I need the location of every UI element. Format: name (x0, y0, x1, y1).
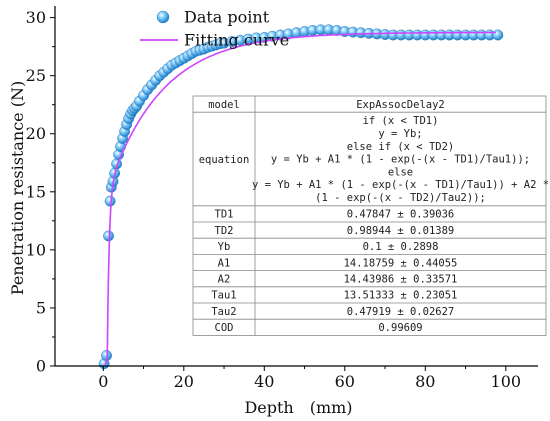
table-value-a2: 14.43986 ± 0.33571 (344, 274, 458, 286)
x-tick-label: 20 (174, 372, 194, 391)
legend-data-point-label: Data point (184, 8, 270, 27)
table-value-equation: else (388, 166, 413, 178)
table-key-equation: equation (199, 154, 250, 166)
legend: Data point Fitting curve (140, 8, 289, 50)
y-tick-label: 30 (26, 8, 46, 27)
table-value-equation: y = Yb + A1 * (1 - exp(-(x - TD1)/Tau1))… (271, 154, 530, 166)
x-tick-label: 100 (491, 372, 522, 391)
x-tick-label: 60 (335, 372, 355, 391)
y-tick-label: 15 (26, 182, 46, 201)
table-value-tau2: 0.47919 ± 0.02627 (347, 306, 454, 318)
data-point (104, 195, 116, 207)
table-value-equation: if (x < TD1) (363, 115, 439, 127)
x-axis-label: Depth (mm) (244, 398, 352, 417)
table-value-tau1: 13.51333 ± 0.23051 (344, 290, 458, 302)
x-tick-label: 0 (98, 372, 108, 391)
table-value-cod: 0.99609 (378, 322, 422, 334)
y-tick-label: 10 (26, 240, 46, 259)
table-key-a2: A2 (218, 274, 231, 286)
table-value-equation: else if (x < TD2) (347, 141, 454, 153)
table-key-yb: Yb (218, 241, 231, 253)
y-tick-label: 5 (36, 298, 46, 317)
y-tick-label: 0 (36, 357, 46, 376)
table-frame (192, 95, 547, 336)
y-tick-label: 25 (26, 66, 46, 85)
table-value-td1: 0.47847 ± 0.39036 (347, 209, 454, 221)
table-value-a1: 14.18759 ± 0.44055 (344, 257, 458, 269)
table-value-equation: (1 - exp(-(x - TD2)/Tau2)); (315, 192, 486, 204)
table-key-tau2: Tau2 (211, 306, 236, 318)
fitting-curve-line (104, 31, 496, 365)
table-key-td1: TD1 (215, 209, 234, 221)
table-value-equation: y = Yb + A1 * (1 - exp(-(x - TD1)/Tau1))… (252, 179, 549, 191)
data-point (103, 230, 114, 242)
y-tick-label: 20 (26, 124, 46, 143)
table-key-tau1: Tau1 (211, 290, 236, 302)
axes: 0 20 40 60 80 100 0 5 10 15 20 25 30 Depth (mm) Penetr… (8, 6, 538, 417)
table-key-cod: COD (215, 322, 234, 334)
table-value-equation: y = Yb; (378, 128, 422, 140)
legend-fitting-curve-label: Fitting curve (184, 31, 289, 50)
table-value-td2: 0.98944 ± 0.01389 (347, 225, 454, 237)
table-key-a1: A1 (218, 257, 231, 269)
y-axis-label: Penetration resistance (N) (8, 81, 27, 295)
x-tick-label: 40 (254, 372, 274, 391)
x-tick-label: 80 (415, 372, 435, 391)
table-key-td2: TD2 (215, 225, 234, 237)
table-key-model: model (208, 99, 240, 111)
table-value-yb: 0.1 ± 0.2898 (363, 241, 439, 253)
legend-data-point-marker (156, 10, 170, 24)
data-point (492, 29, 504, 41)
table-value-model: ExpAssocDelay2 (356, 99, 445, 111)
